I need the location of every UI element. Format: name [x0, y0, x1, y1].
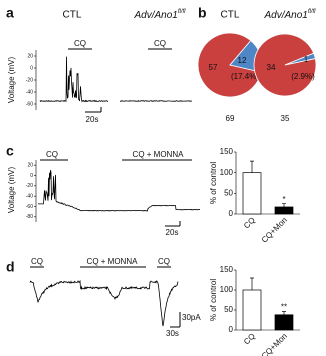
- y-tick-label: 0: [229, 209, 234, 218]
- x-tick-label: CQ+Mon: [260, 216, 289, 245]
- y-tick-label: -40: [26, 89, 33, 95]
- y-tick-label: 0: [30, 65, 33, 71]
- pie-total: 35: [281, 114, 290, 123]
- title: Adv/Ano1fl/fl: [263, 9, 316, 21]
- error-bar: [250, 277, 254, 290]
- slice-label: 34: [267, 63, 276, 72]
- title: CTL: [221, 10, 240, 21]
- stimulus-label: CQ: [154, 39, 166, 48]
- slice-label: 57: [209, 63, 218, 72]
- error-bar: [282, 203, 286, 207]
- pie-total: 69: [226, 114, 235, 123]
- title-text: Adv/Ano1: [133, 10, 177, 21]
- stimulus-label: CQ: [46, 150, 58, 159]
- bar: [274, 206, 294, 215]
- trace: [29, 279, 179, 327]
- stimulus-label: CQ: [74, 39, 86, 48]
- y-axis-label: % of control: [209, 162, 218, 204]
- x-tick-label: CQ: [242, 216, 257, 231]
- panel-letter: d: [6, 259, 15, 275]
- stimulus-label: CQ + MONNA: [133, 150, 185, 159]
- slice-annotation: (2.9%): [291, 72, 315, 81]
- title-text: Adv/Ano1: [263, 10, 307, 21]
- y-tick-label: 20: [27, 162, 33, 168]
- stimulus-label: CQ: [31, 257, 43, 266]
- scale-label: 30pA: [182, 313, 201, 322]
- panel-letter: c: [6, 143, 14, 159]
- bar: [274, 314, 294, 331]
- y-tick-label: -40: [26, 193, 33, 199]
- y-axis-label: Voltage (mV): [7, 57, 16, 104]
- bar: [242, 172, 262, 215]
- slice-label: 12: [238, 56, 247, 65]
- stimulus-label: CQ + MONNA: [87, 257, 139, 266]
- y-tick-label: 100: [220, 168, 234, 177]
- y-tick-label: 150: [220, 265, 234, 274]
- y-tick-label: 150: [220, 147, 234, 156]
- y-tick-label: -20: [26, 77, 33, 83]
- bar: [242, 289, 262, 331]
- stimulus-label: CQ: [158, 257, 170, 266]
- title: Adv/Ano1fl/fl: [133, 9, 186, 21]
- trace: [38, 170, 201, 212]
- y-tick-label: -20: [26, 183, 33, 189]
- y-tick-label: 100: [220, 285, 234, 294]
- panel-letter: a: [6, 5, 14, 21]
- slice-annotation: (17.4%): [231, 72, 259, 81]
- title: CTL: [63, 10, 82, 21]
- title-superscript: fl/fl: [308, 9, 316, 15]
- significance: *: [282, 195, 285, 204]
- y-tick-label: 50: [224, 305, 233, 314]
- y-tick-label: -80: [26, 214, 33, 220]
- trace: [119, 100, 193, 102]
- scale-label: 20s: [166, 228, 179, 237]
- slice-label: 1: [304, 55, 309, 64]
- y-tick-label: 20: [27, 53, 33, 59]
- trace: [39, 56, 108, 103]
- x-tick-label: CQ+Mon: [260, 332, 289, 356]
- scale-label: 30s: [166, 329, 179, 338]
- y-tick-label: 50: [224, 188, 233, 197]
- scale-label: 20s: [86, 115, 99, 124]
- y-tick-label: 0: [30, 173, 33, 179]
- error-bar: [282, 311, 286, 315]
- y-tick-label: -60: [26, 101, 33, 107]
- title-superscript: fl/fl: [178, 9, 186, 15]
- panel-letter: b: [198, 5, 207, 21]
- y-tick-label: -60: [26, 204, 33, 210]
- y-axis-label: Voltage (mV): [7, 167, 16, 214]
- y-tick-label: 0: [229, 325, 234, 334]
- error-bar: [250, 160, 254, 173]
- significance: **: [281, 303, 287, 312]
- y-axis-label: % of control: [209, 279, 218, 321]
- x-tick-label: CQ: [242, 332, 257, 347]
- pie-slice: [284, 52, 316, 66]
